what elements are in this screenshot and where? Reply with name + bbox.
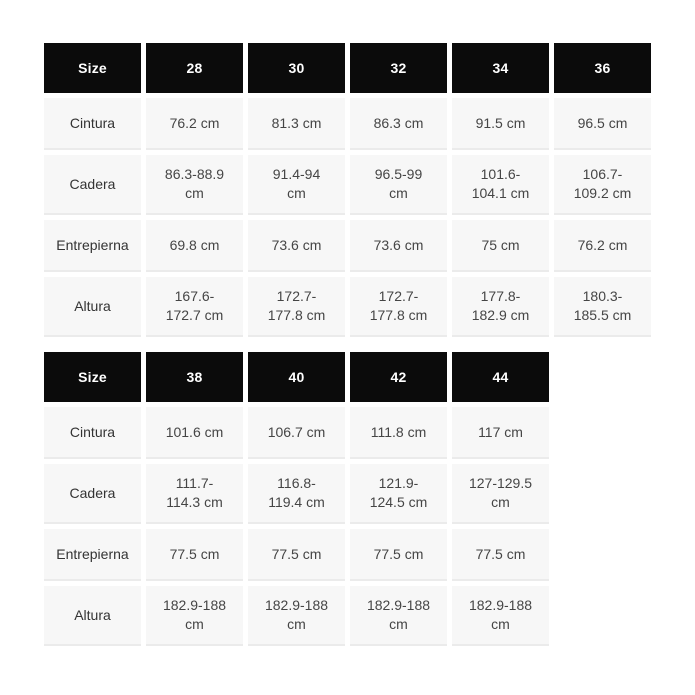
table-row-altura: Altura 167.6-172.7 cm 172.7-177.8 cm 172… <box>44 277 651 337</box>
header-cell-36: 36 <box>554 43 651 93</box>
table-row-cadera: Cadera 86.3-88.9 cm 91.4-94 cm 96.5-99 c… <box>44 155 651 215</box>
value-cell: 86.3 cm <box>350 98 447 150</box>
header-cell-size: Size <box>44 352 141 402</box>
value-cell: 77.5 cm <box>452 529 549 581</box>
value-cell: 91.5 cm <box>452 98 549 150</box>
row-label-altura: Altura <box>44 277 141 337</box>
value-cell: 96.5 cm <box>554 98 651 150</box>
header-cell-38: 38 <box>146 352 243 402</box>
value-cell: 111.8 cm <box>350 407 447 459</box>
header-cell-42: 42 <box>350 352 447 402</box>
row-label-cadera: Cadera <box>44 464 141 524</box>
header-cell-40: 40 <box>248 352 345 402</box>
value-cell: 167.6-172.7 cm <box>146 277 243 337</box>
table-row-cintura: Cintura 101.6 cm 106.7 cm 111.8 cm 117 c… <box>44 407 549 459</box>
value-cell: 117 cm <box>452 407 549 459</box>
value-cell: 116.8-119.4 cm <box>248 464 345 524</box>
value-cell: 180.3-185.5 cm <box>554 277 651 337</box>
value-cell: 81.3 cm <box>248 98 345 150</box>
value-cell: 182.9-188 cm <box>452 586 549 646</box>
value-cell: 101.6 cm <box>146 407 243 459</box>
value-cell: 106.7-109.2 cm <box>554 155 651 215</box>
header-cell-30: 30 <box>248 43 345 93</box>
value-cell: 111.7-114.3 cm <box>146 464 243 524</box>
value-cell: 182.9-188 cm <box>146 586 243 646</box>
value-cell: 77.5 cm <box>350 529 447 581</box>
value-cell: 75 cm <box>452 220 549 272</box>
value-cell: 182.9-188 cm <box>350 586 447 646</box>
header-cell-34: 34 <box>452 43 549 93</box>
header-row: Size 38 40 42 44 <box>44 352 549 402</box>
header-cell-44: 44 <box>452 352 549 402</box>
value-cell: 73.6 cm <box>248 220 345 272</box>
value-cell: 127-129.5 cm <box>452 464 549 524</box>
header-cell-size: Size <box>44 43 141 93</box>
table-row-altura: Altura 182.9-188 cm 182.9-188 cm 182.9-1… <box>44 586 549 646</box>
value-cell: 96.5-99 cm <box>350 155 447 215</box>
row-label-cintura: Cintura <box>44 407 141 459</box>
value-cell: 172.7-177.8 cm <box>350 277 447 337</box>
table-row-entrepierna: Entrepierna 69.8 cm 73.6 cm 73.6 cm 75 c… <box>44 220 651 272</box>
header-row: Size 28 30 32 34 36 <box>44 43 651 93</box>
value-cell: 121.9-124.5 cm <box>350 464 447 524</box>
row-label-cadera: Cadera <box>44 155 141 215</box>
value-cell: 91.4-94 cm <box>248 155 345 215</box>
value-cell: 77.5 cm <box>248 529 345 581</box>
value-cell: 182.9-188 cm <box>248 586 345 646</box>
size-table-28-36: Size 28 30 32 34 36 Cintura 76.2 cm 81.3… <box>39 38 656 342</box>
table-row-cadera: Cadera 111.7-114.3 cm 116.8-119.4 cm 121… <box>44 464 549 524</box>
value-cell: 86.3-88.9 cm <box>146 155 243 215</box>
size-table-38-44: Size 38 40 42 44 Cintura 101.6 cm 106.7 … <box>39 347 554 651</box>
value-cell: 177.8-182.9 cm <box>452 277 549 337</box>
value-cell: 73.6 cm <box>350 220 447 272</box>
row-label-entrepierna: Entrepierna <box>44 220 141 272</box>
value-cell: 101.6-104.1 cm <box>452 155 549 215</box>
value-cell: 172.7-177.8 cm <box>248 277 345 337</box>
value-cell: 76.2 cm <box>554 220 651 272</box>
header-cell-32: 32 <box>350 43 447 93</box>
row-label-altura: Altura <box>44 586 141 646</box>
row-label-cintura: Cintura <box>44 98 141 150</box>
value-cell: 69.8 cm <box>146 220 243 272</box>
value-cell: 106.7 cm <box>248 407 345 459</box>
row-label-entrepierna: Entrepierna <box>44 529 141 581</box>
value-cell: 77.5 cm <box>146 529 243 581</box>
table-row-entrepierna: Entrepierna 77.5 cm 77.5 cm 77.5 cm 77.5… <box>44 529 549 581</box>
header-cell-28: 28 <box>146 43 243 93</box>
table-row-cintura: Cintura 76.2 cm 81.3 cm 86.3 cm 91.5 cm … <box>44 98 651 150</box>
value-cell: 76.2 cm <box>146 98 243 150</box>
